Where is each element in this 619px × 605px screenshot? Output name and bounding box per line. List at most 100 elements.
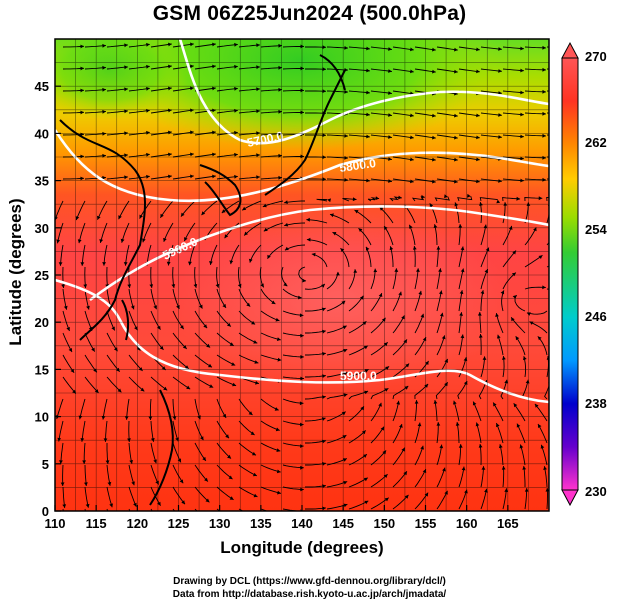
streamline [546,197,549,202]
streamline [458,134,480,139]
streamline-arrow [455,422,460,426]
streamline-arrow [229,496,234,500]
streamline-arrow [379,207,384,211]
streamline-arrow [168,174,172,179]
streamline [106,310,116,331]
streamlines [55,42,549,527]
streamline-arrow [375,196,380,201]
streamline-arrow [190,174,194,179]
streamline-arrow [181,500,185,505]
streamline-arrow [278,87,282,92]
streamline-arrow [342,458,347,462]
streamline [392,400,400,422]
streamline-arrow [343,503,348,508]
streamline-arrow [366,68,370,73]
streamline-arrow [260,283,264,288]
streamline [348,90,370,94]
streamline-arrow [234,174,238,179]
streamline-arrow [200,436,204,441]
streamline [106,354,121,372]
streamline-arrow [432,135,436,140]
streamline-arrow [433,224,438,228]
streamline-arrow [80,44,84,49]
streamline [348,134,370,138]
streamline-arrow [255,380,259,385]
streamline-arrow [302,278,306,283]
streamline-arrow [256,43,260,48]
streamline-arrow [181,212,185,217]
streamline [414,290,422,312]
streamline-arrow [421,194,425,199]
streamline-arrow [383,342,388,347]
streamline-arrow [190,42,194,47]
streamline [370,317,386,334]
streamline-arrow [234,64,238,69]
streamline-arrow [274,407,279,411]
streamline-arrow [161,366,166,370]
streamline-arrow [545,488,549,492]
streamline-arrow [134,326,138,331]
y-tick-label: 25 [35,268,49,283]
streamline-arrow [537,336,542,341]
streamline-arrow [343,371,348,376]
streamline-arrow [84,482,88,486]
streamline-arrow [478,444,483,448]
streamline-arrow [534,403,539,408]
warm-high-region [170,210,510,390]
streamline-arrow [146,174,150,179]
streamline [392,156,414,161]
streamline-arrow [227,454,231,459]
streamline [194,354,213,368]
streamline-arrow [58,262,63,266]
streamline-arrow [454,47,458,52]
streamline-arrow [413,246,417,250]
streamline [414,336,427,356]
streamline [194,65,216,70]
streamline-arrow [388,47,392,51]
streamline-arrow [322,45,326,50]
streamline-arrow [498,113,502,117]
x-tick-label: 150 [373,516,395,531]
streamline-arrow [159,523,163,527]
streamline [436,246,439,268]
streamline-arrow [184,365,189,369]
streamline-arrow [358,228,363,232]
streamline-arrow [275,317,280,322]
streamline [99,222,108,244]
streamline-arrow [424,492,429,497]
colorbar-bar [561,57,579,491]
streamline-arrow [271,300,276,304]
streamline-arrow [102,262,106,266]
streamline [172,376,191,390]
streamline [326,372,348,378]
streamline-arrow [278,175,282,180]
x-tick-label: 160 [456,516,478,531]
streamline-arrow [263,227,268,232]
streamline-arrow [131,481,135,486]
colorbar-bottom-arrow [561,489,579,507]
streamline-arrow [77,239,82,244]
y-tick-label: 20 [35,315,49,330]
streamline-arrow [523,356,527,361]
streamline [392,112,414,117]
streamline-arrow [275,427,280,432]
streamline-arrow [203,324,208,329]
streamline-arrow [248,258,253,263]
streamline-arrow [322,133,326,138]
x-tick-label: 130 [209,516,231,531]
streamline-arrow [364,500,369,505]
streamline [62,486,66,508]
streamline-arrow [209,384,214,388]
streamline-arrow [416,268,420,272]
streamline-arrow [168,152,172,157]
height-contour-line [89,205,549,302]
streamline-arrow [168,86,172,91]
streamline-arrow [256,65,260,70]
streamline-arrow [142,238,146,243]
streamline-arrow [204,477,208,482]
streamline [238,88,260,92]
y-tick-label: 30 [35,221,49,236]
streamline [194,153,216,158]
streamline-arrow [496,423,500,428]
